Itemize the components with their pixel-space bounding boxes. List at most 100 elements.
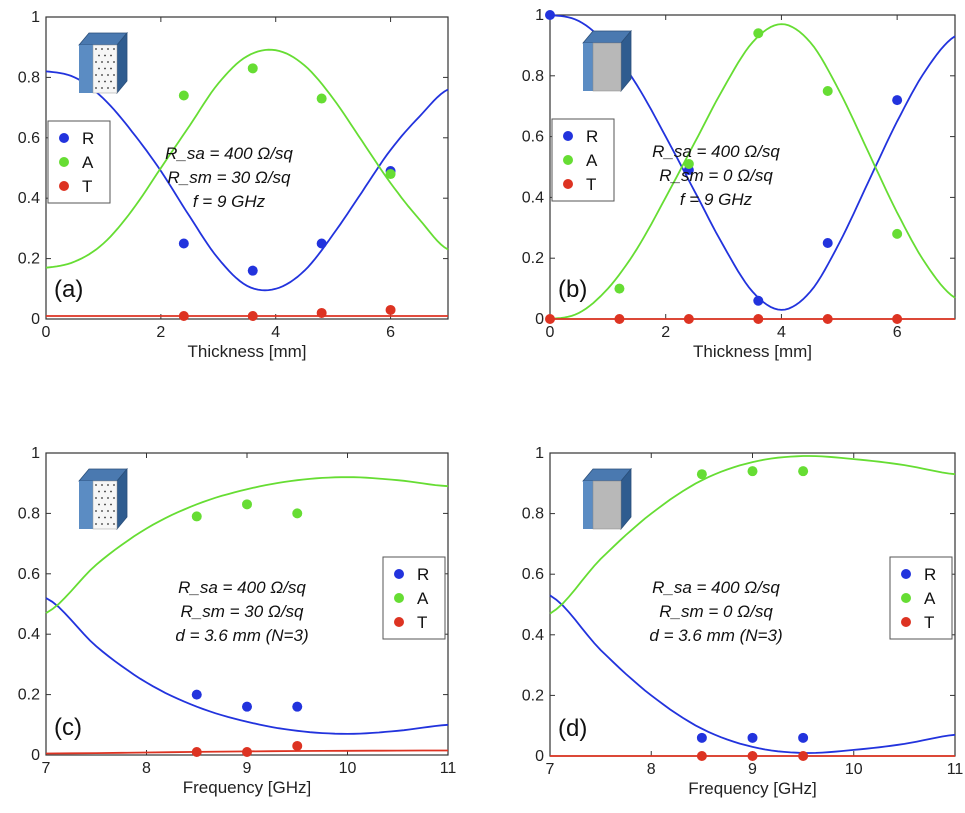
pore-dot bbox=[101, 61, 103, 63]
pore-dot bbox=[101, 497, 103, 499]
legend-marker-T bbox=[901, 617, 911, 627]
annotation-line: R_sa = 400 Ω/sq bbox=[652, 578, 780, 597]
pore-dot bbox=[113, 61, 115, 63]
data-point-A bbox=[191, 511, 202, 522]
legend-label: R bbox=[82, 129, 94, 148]
annotation-line: d = 3.6 mm (N=3) bbox=[649, 626, 782, 645]
annotation-line: R_sm = 0 Ω/sq bbox=[659, 166, 773, 185]
data-point-R bbox=[178, 238, 189, 249]
pore-dot bbox=[107, 484, 109, 486]
pore-dot bbox=[98, 54, 100, 57]
x-tick-label: 7 bbox=[546, 761, 555, 778]
pore-dot bbox=[101, 87, 103, 89]
chart-panel-c: 0 0.2 0.4 0.6 0.8 1 7 8 9 10 11 Frequency [GHz] (c) R… bbox=[18, 445, 457, 797]
x-tick-label: 6 bbox=[893, 324, 902, 341]
legend-marker-A bbox=[563, 155, 573, 165]
legend-label: A bbox=[586, 151, 598, 170]
legend-marker-R bbox=[59, 133, 69, 143]
pore-dot bbox=[95, 74, 97, 76]
series-line-A bbox=[549, 23, 956, 320]
panel-label: (c) bbox=[54, 714, 82, 741]
pore-dot bbox=[95, 61, 97, 63]
series-line-A bbox=[45, 48, 449, 269]
x-tick-label: 7 bbox=[42, 760, 51, 777]
pore-dot bbox=[101, 510, 103, 512]
y-tick-label: 0.6 bbox=[18, 130, 40, 147]
legend-marker-R bbox=[563, 131, 573, 141]
y-tick-label: 0 bbox=[535, 748, 544, 765]
pore-dot bbox=[110, 67, 112, 70]
y-tick-label: 1 bbox=[535, 445, 544, 462]
x-axis-label: Frequency [GHz] bbox=[688, 779, 817, 798]
y-tick-label: 1 bbox=[535, 7, 544, 24]
legend-label: R bbox=[586, 127, 598, 146]
y-tick-label: 0.6 bbox=[522, 129, 544, 146]
data-point-T bbox=[822, 314, 833, 324]
pore-dot bbox=[104, 67, 106, 70]
x-tick-label: 11 bbox=[440, 760, 457, 777]
x-tick-label: 0 bbox=[546, 324, 555, 341]
data-point-R bbox=[747, 732, 758, 743]
legend-marker-A bbox=[394, 593, 404, 603]
data-point-T bbox=[696, 751, 707, 761]
series-line-R bbox=[45, 597, 449, 735]
pore-dot bbox=[101, 484, 103, 486]
y-tick-label: 0 bbox=[535, 311, 544, 328]
annotation-line: R_sm = 30 Ω/sq bbox=[180, 602, 304, 621]
pore-dot bbox=[95, 48, 97, 50]
x-tick-label: 4 bbox=[777, 324, 786, 341]
panel-label: (b) bbox=[558, 276, 587, 303]
x-tick-label: 2 bbox=[661, 324, 670, 341]
pore-dot bbox=[98, 80, 100, 83]
data-point-A bbox=[822, 86, 833, 96]
legend-label: T bbox=[586, 175, 596, 194]
pore-dot bbox=[104, 54, 106, 57]
data-point-T bbox=[178, 310, 189, 321]
x-tick-label: 4 bbox=[271, 324, 280, 341]
pore-dot bbox=[113, 497, 115, 499]
series-line-R bbox=[45, 70, 449, 292]
pore-dot bbox=[107, 510, 109, 512]
annotation-line: d = 3.6 mm (N=3) bbox=[175, 626, 308, 645]
pore-dot bbox=[113, 510, 115, 512]
data-point-A bbox=[798, 466, 809, 477]
pore-dot bbox=[110, 503, 112, 506]
data-point-R bbox=[242, 701, 252, 712]
pore-dot bbox=[107, 523, 109, 525]
pore-dot bbox=[107, 61, 109, 63]
x-tick-label: 0 bbox=[42, 324, 51, 341]
data-point-T bbox=[292, 740, 303, 751]
data-point-T bbox=[753, 314, 764, 324]
pore-dot bbox=[95, 87, 97, 89]
legend-box bbox=[889, 556, 953, 640]
y-tick-label: 0 bbox=[31, 747, 40, 764]
pore-dot bbox=[113, 87, 115, 89]
data-point-T bbox=[892, 314, 903, 324]
series-line-A bbox=[45, 476, 449, 614]
data-point-T bbox=[242, 746, 252, 757]
x-tick-label: 11 bbox=[947, 761, 964, 778]
data-point-A bbox=[242, 499, 252, 510]
legend-marker-R bbox=[901, 569, 911, 579]
chart-panel-d: 0 0.2 0.4 0.6 0.8 1 7 8 9 10 11 Frequency [GHz] (d) R… bbox=[522, 445, 964, 798]
pore-dot bbox=[104, 490, 106, 493]
legend-label: R bbox=[924, 565, 936, 584]
y-tick-label: 0.4 bbox=[522, 627, 544, 644]
pore-dot bbox=[113, 484, 115, 486]
data-point-A bbox=[614, 283, 625, 294]
legend-label: T bbox=[82, 177, 92, 196]
data-point-R bbox=[822, 238, 833, 248]
x-axis-label: Thickness [mm] bbox=[187, 342, 306, 361]
metal-backed-slab-icon bbox=[582, 29, 632, 93]
slab-front-blue bbox=[583, 43, 593, 91]
legend-box bbox=[47, 120, 111, 204]
data-point-A bbox=[178, 90, 189, 101]
data-point-R bbox=[753, 295, 764, 306]
data-point-T bbox=[747, 751, 758, 761]
pore-dot bbox=[101, 74, 103, 76]
y-tick-label: 0.8 bbox=[522, 506, 544, 523]
y-tick-label: 0.4 bbox=[18, 190, 40, 207]
y-tick-label: 0 bbox=[31, 311, 40, 328]
data-point-R bbox=[292, 701, 303, 712]
